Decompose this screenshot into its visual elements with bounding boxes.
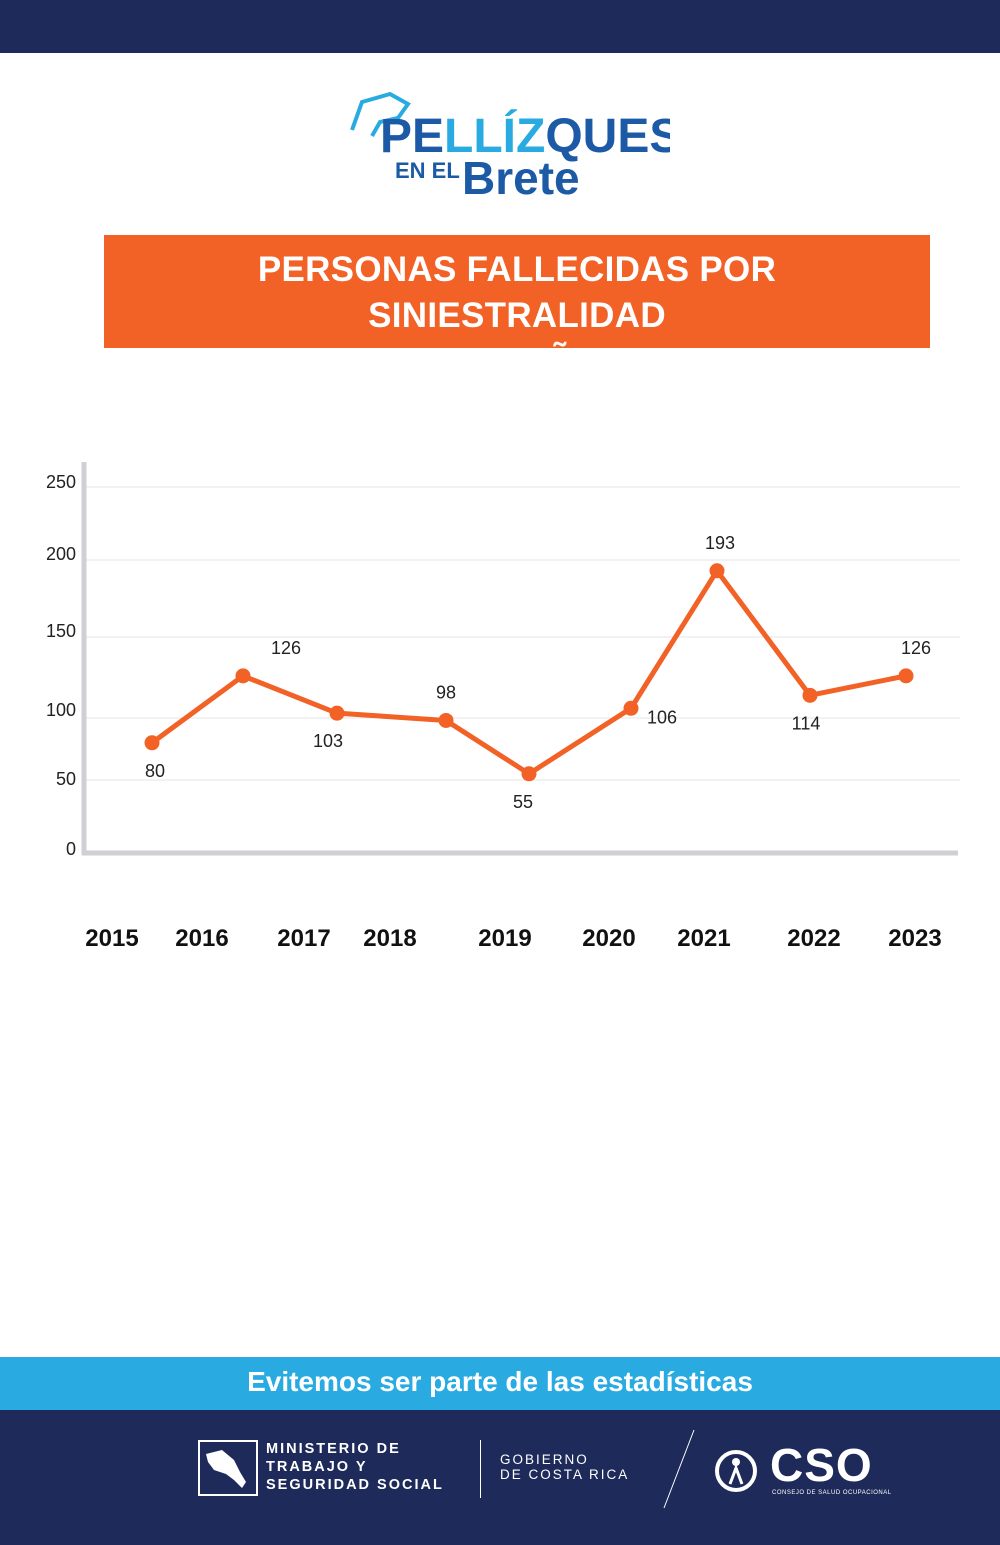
line-chart: 0 50 100 150 200 250 80 126 103 98 55 106 193 114 126 2… [46, 462, 960, 952]
y-tick-label: 0 [66, 839, 76, 859]
ministry-line: TRABAJO Y [266, 1459, 368, 1475]
data-point [709, 563, 725, 579]
ministry-line: MINISTERIO DE [266, 1441, 401, 1457]
gobierno-line: DE COSTA RICA [500, 1467, 630, 1482]
data-label: 98 [436, 682, 456, 702]
cso-subtitle: CONSEJO DE SALUD OCUPACIONAL [772, 1490, 892, 1496]
x-tick-label: 2017 [277, 925, 330, 952]
costa-rica-map-icon [198, 1440, 258, 1496]
y-tick-label: 50 [56, 769, 76, 789]
x-tick-label: 2019 [478, 925, 531, 952]
data-label: 106 [647, 707, 677, 727]
gobierno-line: GOBIERNO [500, 1452, 589, 1467]
data-label: 126 [271, 638, 301, 658]
data-label: 55 [513, 792, 533, 812]
logo-text-a: PE [380, 110, 444, 163]
data-point [329, 705, 345, 721]
y-tick-label: 250 [46, 472, 76, 492]
data-point [521, 766, 537, 782]
x-tick-label: 2023 [888, 925, 941, 952]
logo-en-el: EN EL [395, 158, 460, 183]
hand-icon [350, 91, 411, 137]
data-label: 103 [313, 731, 343, 751]
data-point [438, 712, 454, 728]
data-point [144, 735, 160, 751]
gobierno-name: GOBIERNO DE COSTA RICA [500, 1452, 629, 1482]
ministry-name: MINISTERIO DE TRABAJO Y SEGURIDAD SOCIAL [266, 1440, 444, 1494]
x-tick-label: 2018 [363, 925, 416, 952]
data-label: 126 [901, 638, 931, 658]
y-tick-label: 100 [46, 700, 76, 720]
chart-title-line1: PERSONAS FALLECIDAS POR SINIESTRALIDAD [257, 250, 777, 335]
y-tick-label: 150 [46, 621, 76, 641]
x-tick-label: 2016 [175, 925, 228, 952]
divider [480, 1440, 481, 1498]
data-point [235, 668, 251, 684]
chart-title: PERSONAS FALLECIDAS POR SINIESTRALIDAD L… [104, 235, 930, 381]
ministry-line: SEGURIDAD SOCIAL [266, 1477, 444, 1493]
logo-brete: Brete [462, 152, 580, 200]
data-point [802, 687, 818, 703]
cso-logo-text: CSO [770, 1439, 873, 1491]
slogan-banner: Evitemos ser parte de las estadísticas [0, 1357, 1000, 1410]
footer: MINISTERIO DE TRABAJO Y SEGURIDAD SOCIAL… [0, 1410, 1000, 1545]
chart-title-line2: LABORAL POR AÑO 2015-2023 [253, 342, 781, 381]
series-line [150, 568, 907, 777]
top-bar [0, 0, 1000, 53]
cso-emblem-icon [715, 1450, 757, 1492]
slash-divider [663, 1429, 695, 1509]
x-tick-label: 2022 [787, 925, 840, 952]
y-tick-label: 200 [46, 544, 76, 564]
logo-text-b: LLÍZ [444, 109, 545, 163]
data-point [623, 700, 639, 716]
data-label: 80 [145, 761, 165, 781]
data-label: 193 [705, 533, 735, 553]
x-tick-label: 2020 [582, 925, 635, 952]
x-tick-label: 2021 [677, 925, 730, 952]
x-tick-label: 2015 [85, 925, 138, 952]
data-point [898, 668, 914, 684]
data-label: 114 [792, 713, 821, 733]
